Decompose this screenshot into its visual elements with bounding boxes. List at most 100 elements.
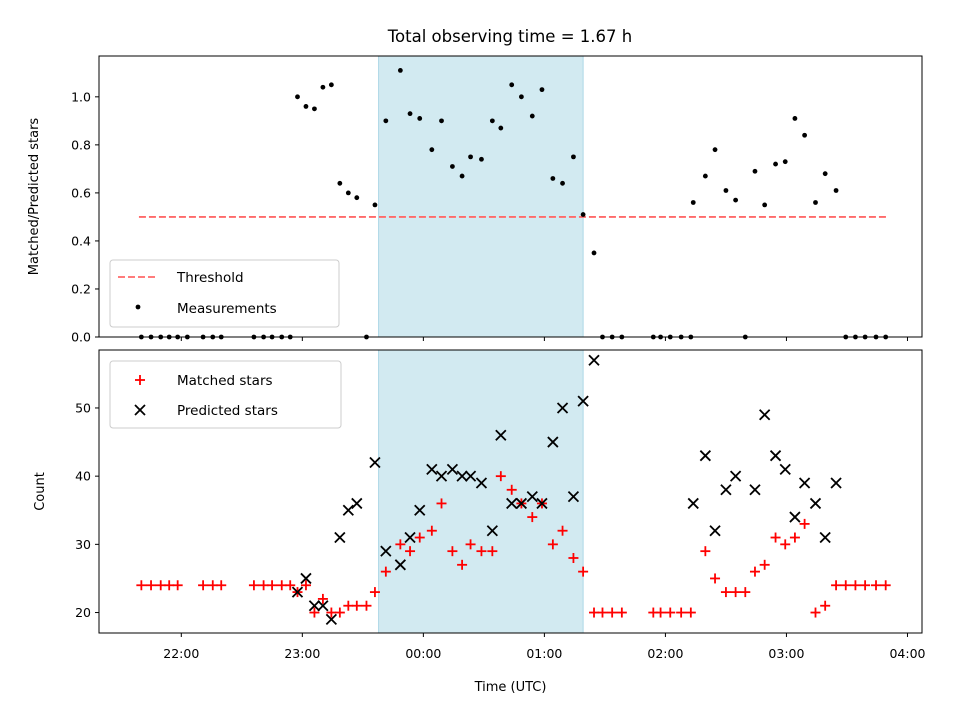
- matched-star-point: [495, 471, 506, 482]
- matched-star-point: [457, 559, 468, 570]
- matched-star-point: [258, 580, 269, 591]
- measurement-point: [429, 147, 435, 153]
- measurement-point: [337, 180, 343, 186]
- measurement-point: [509, 82, 515, 88]
- matched-star-point: [267, 580, 278, 591]
- measurement-point: [560, 180, 565, 186]
- cross-stroke: [556, 402, 569, 414]
- cross-stroke: [709, 525, 721, 537]
- matched-star-point: [216, 580, 227, 591]
- measurement-point: [450, 164, 455, 169]
- cross-stroke: [342, 504, 354, 516]
- cross-stroke: [567, 490, 580, 503]
- matched-star-point: [547, 539, 558, 550]
- predicted-star-point: [446, 463, 459, 475]
- cross-stroke: [334, 531, 346, 544]
- cross-stroke: [456, 470, 468, 482]
- ratio-y-ticks: 0.0 0.2 0.4 0.6 0.8 1.0: [71, 89, 99, 345]
- measurement-point: [782, 159, 788, 165]
- measurement-point: [397, 68, 403, 73]
- cross-stroke: [830, 477, 842, 489]
- ratio-legend: Threshold Measurements: [109, 259, 340, 328]
- predicted-star-point: [506, 497, 518, 510]
- count-panel: 20 30 40 50 22:00 23:00 00:00 01:00 02:00 03:00 0…: [33, 349, 926, 695]
- predicted-star-point: [394, 559, 406, 571]
- cross-stroke: [475, 477, 488, 489]
- cross-stroke: [588, 354, 600, 366]
- measurement-point: [813, 200, 818, 205]
- matched-star-point: [198, 580, 209, 591]
- matched-star-point: [369, 587, 380, 598]
- predicted-star-point: [577, 395, 589, 407]
- matched-star-point: [487, 546, 498, 557]
- matched-star-point: [655, 607, 666, 618]
- chart-title: Total observing time = 1.67 h: [387, 27, 632, 46]
- measurement-point: [802, 132, 808, 138]
- matched-star-point: [578, 566, 589, 577]
- measurement-point: [712, 147, 718, 153]
- cross-stroke: [749, 484, 761, 496]
- cross-stroke: [369, 456, 381, 469]
- cross-stroke: [351, 497, 363, 510]
- matched-star-point: [465, 539, 476, 550]
- measurement-point: [407, 111, 413, 117]
- count-legend-box: [109, 360, 342, 429]
- legend-matched-label: Matched stars: [177, 373, 273, 389]
- matched-star-point: [607, 607, 618, 618]
- observing-span-bottom: [378, 349, 584, 634]
- matched-star-point: [730, 587, 741, 598]
- predicted-star-point: [769, 450, 782, 462]
- matched-star-point: [720, 587, 731, 598]
- count-y-ticks: 20 30 40 50: [75, 400, 99, 620]
- x-tick-label: 22:00: [163, 646, 199, 661]
- ratio-axes-frame: [98, 55, 923, 338]
- matched-star-point: [207, 580, 218, 591]
- matched-star-point: [685, 607, 696, 618]
- matched-star-point: [172, 580, 183, 591]
- measurement-point: [822, 171, 828, 177]
- matched-star-point: [676, 607, 687, 618]
- matched-star-point: [351, 600, 362, 611]
- predicted-star-point: [699, 450, 711, 462]
- predicted-star-point: [456, 470, 468, 482]
- cross-stroke: [720, 484, 732, 496]
- cross-stroke: [291, 586, 304, 598]
- cross-stroke: [729, 470, 742, 482]
- cross-stroke: [317, 600, 329, 612]
- measurement-point: [539, 87, 545, 93]
- matched-star-point: [880, 580, 891, 591]
- measurement-point: [372, 202, 378, 208]
- predicted-star-point: [526, 490, 538, 503]
- matched-star-point: [749, 566, 760, 577]
- cross-stroke: [308, 600, 321, 612]
- predicted-star-point: [567, 490, 580, 503]
- observing-span-top: [378, 55, 584, 338]
- count-axes-frame: [98, 349, 923, 634]
- cross-stroke: [486, 525, 498, 537]
- measurement-point: [833, 188, 839, 193]
- cross-stroke: [577, 395, 589, 407]
- count-y-tick-label: 40: [75, 469, 91, 484]
- measurement-point: [550, 176, 556, 181]
- predicted-star-point: [547, 436, 559, 448]
- matched-star-point: [770, 532, 781, 543]
- matched-star-point: [146, 580, 157, 591]
- predicted-star-point: [291, 586, 304, 598]
- predicted-star-point: [334, 531, 346, 544]
- predicted-star-point: [414, 504, 426, 516]
- ratio-panel: 0.0 0.2 0.4 0.6 0.8 1.0 Matched/Predicted sta…: [27, 55, 923, 345]
- count-y-tick-label: 50: [75, 400, 91, 415]
- cross-stroke: [325, 613, 338, 625]
- matched-star-point: [447, 546, 458, 557]
- legend-cross-marker: [134, 404, 146, 416]
- predicted-star-point: [729, 470, 742, 482]
- matched-star-point: [136, 580, 147, 591]
- cross-stroke: [394, 559, 406, 571]
- matched-star-point: [317, 593, 328, 604]
- predicted-star-point: [515, 497, 528, 510]
- matched-star-point: [155, 580, 166, 591]
- cross-stroke: [414, 504, 426, 516]
- matched-star-point: [380, 566, 391, 577]
- matched-star-point: [789, 532, 800, 543]
- cross-stroke: [464, 470, 477, 482]
